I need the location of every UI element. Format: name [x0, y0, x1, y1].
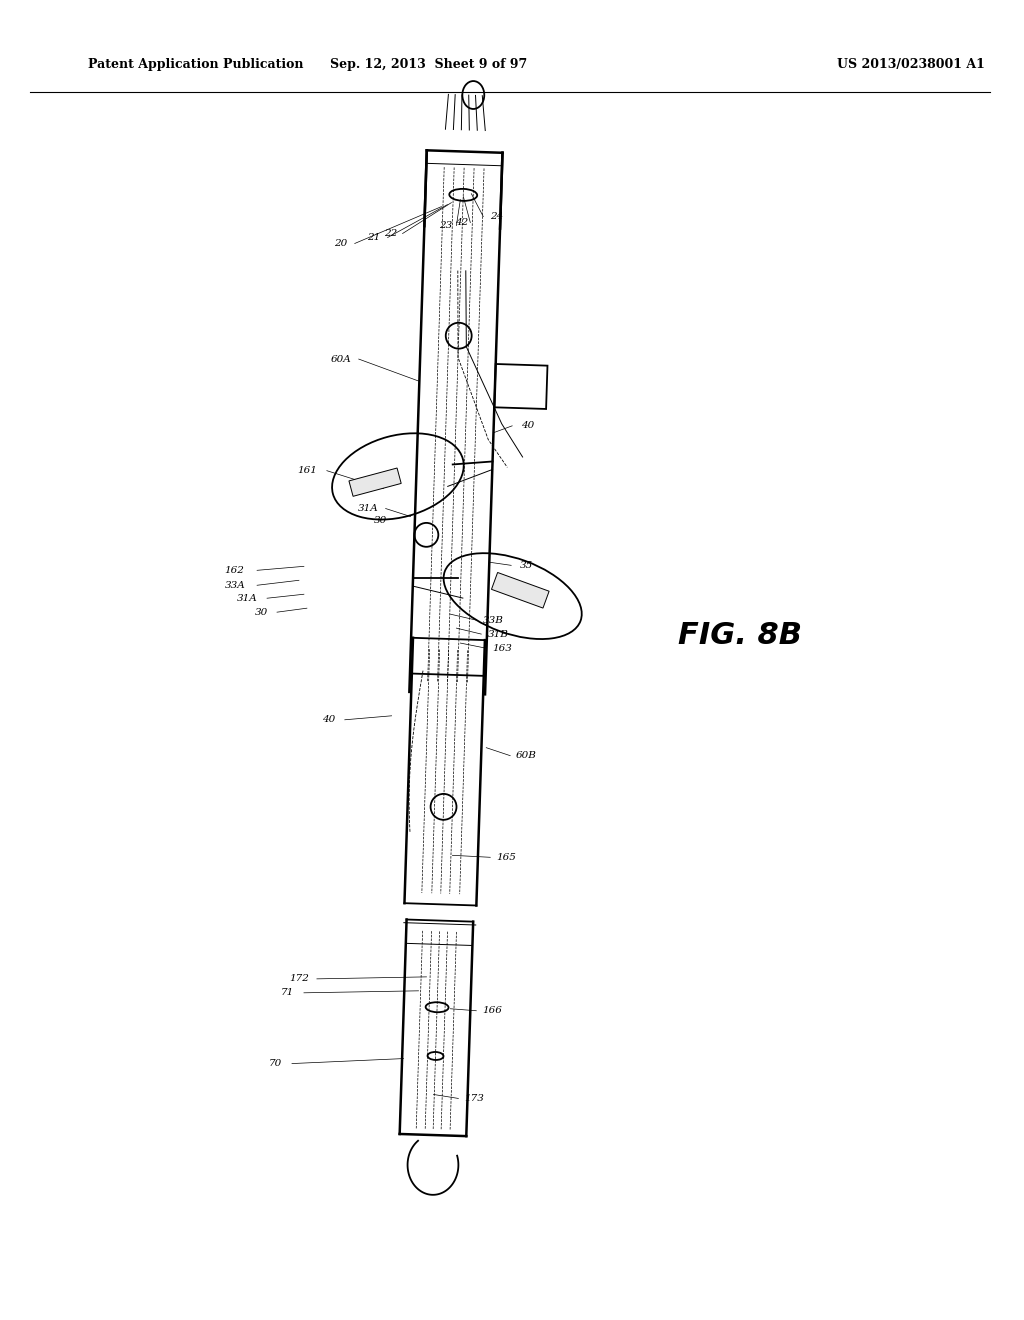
Text: 33B: 33B: [482, 615, 504, 624]
Text: 161: 161: [297, 466, 316, 475]
Text: 33A: 33A: [225, 581, 246, 590]
Text: 166: 166: [482, 1006, 502, 1015]
Text: 23: 23: [439, 220, 452, 230]
Text: 20: 20: [334, 239, 347, 248]
Text: 60A: 60A: [331, 355, 351, 363]
Text: 70: 70: [268, 1059, 282, 1068]
Text: 173: 173: [464, 1094, 484, 1104]
Text: 24: 24: [489, 213, 503, 220]
Text: US 2013/0238001 A1: US 2013/0238001 A1: [837, 58, 985, 71]
Text: 30: 30: [374, 516, 387, 525]
Text: 40: 40: [521, 421, 535, 430]
Text: FIG. 8B: FIG. 8B: [678, 620, 802, 649]
Text: 42: 42: [455, 218, 468, 227]
Text: 163: 163: [493, 644, 512, 652]
Polygon shape: [349, 469, 401, 496]
Text: Patent Application Publication: Patent Application Publication: [88, 58, 303, 71]
Text: 21: 21: [367, 234, 380, 242]
Text: 71: 71: [281, 989, 294, 998]
Text: 35: 35: [519, 561, 532, 570]
Text: 31B: 31B: [487, 630, 509, 639]
Text: 30: 30: [254, 607, 267, 616]
Text: 40: 40: [323, 715, 336, 725]
Text: 31A: 31A: [237, 594, 257, 603]
Text: 31A: 31A: [358, 504, 379, 513]
Text: 22: 22: [384, 228, 397, 238]
Text: 162: 162: [224, 566, 244, 574]
Text: 165: 165: [497, 853, 516, 862]
Text: 172: 172: [289, 974, 309, 983]
Text: 60B: 60B: [516, 751, 537, 760]
Text: Sep. 12, 2013  Sheet 9 of 97: Sep. 12, 2013 Sheet 9 of 97: [330, 58, 527, 71]
Polygon shape: [492, 573, 549, 609]
